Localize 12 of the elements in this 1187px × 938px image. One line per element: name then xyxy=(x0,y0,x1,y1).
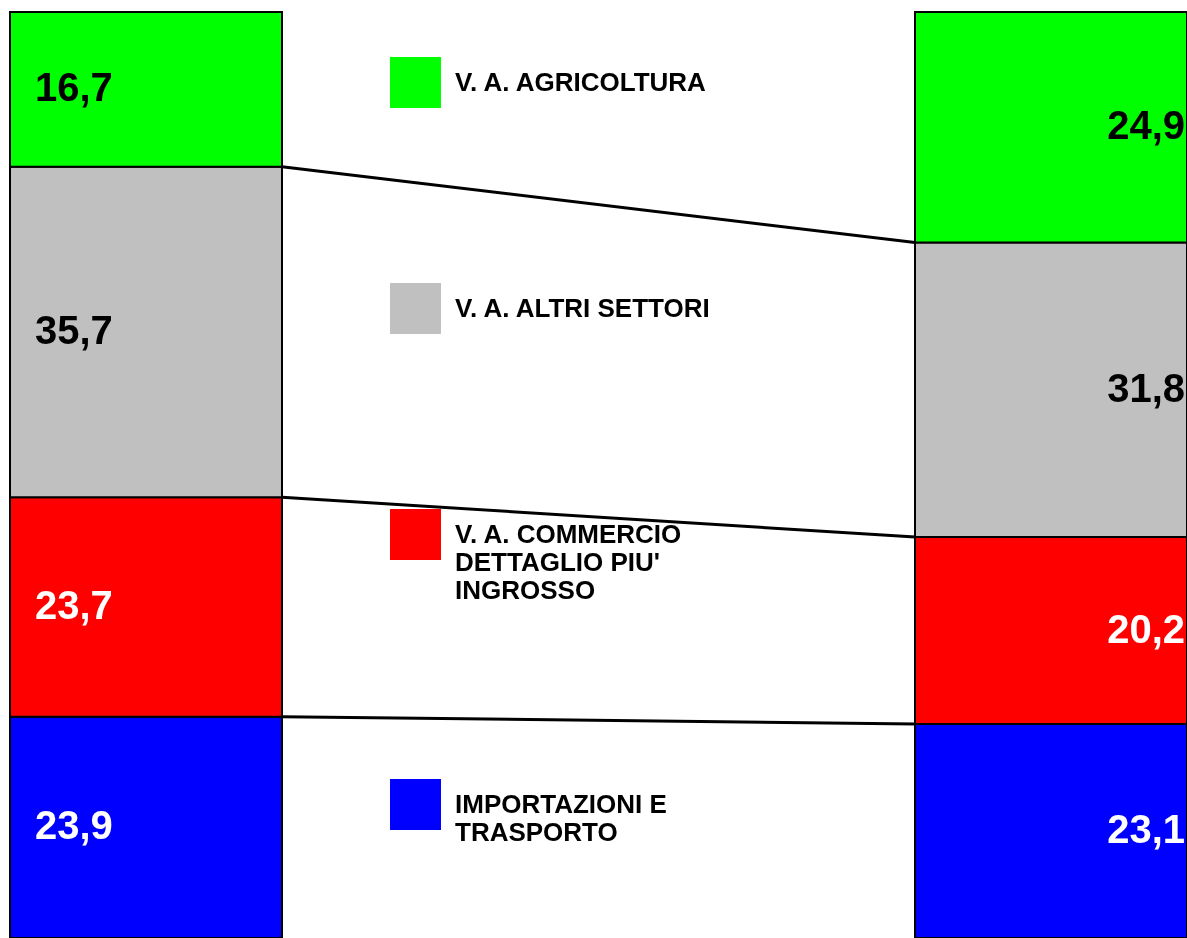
data-label: 16,7 xyxy=(35,65,113,110)
data-label: 23,9 xyxy=(35,803,113,848)
legend-label: V. A. ALTRI SETTORI xyxy=(455,292,710,323)
legend-label: IMPORTAZIONI E TRASPORTO xyxy=(455,788,667,847)
legend-label: V. A. AGRICOLTURA xyxy=(455,66,707,97)
data-label: 24,9 xyxy=(1107,103,1185,148)
data-label: 20,2 xyxy=(1107,606,1185,651)
legend-label: V. A. COMMERCIO DETTAGLIO PIU' INGROSSO xyxy=(455,518,682,605)
data-label: 31,8 xyxy=(1107,365,1185,410)
data-label: 23,1 xyxy=(1107,807,1185,852)
data-label: 23,7 xyxy=(35,582,113,627)
data-label: 35,7 xyxy=(35,307,113,352)
